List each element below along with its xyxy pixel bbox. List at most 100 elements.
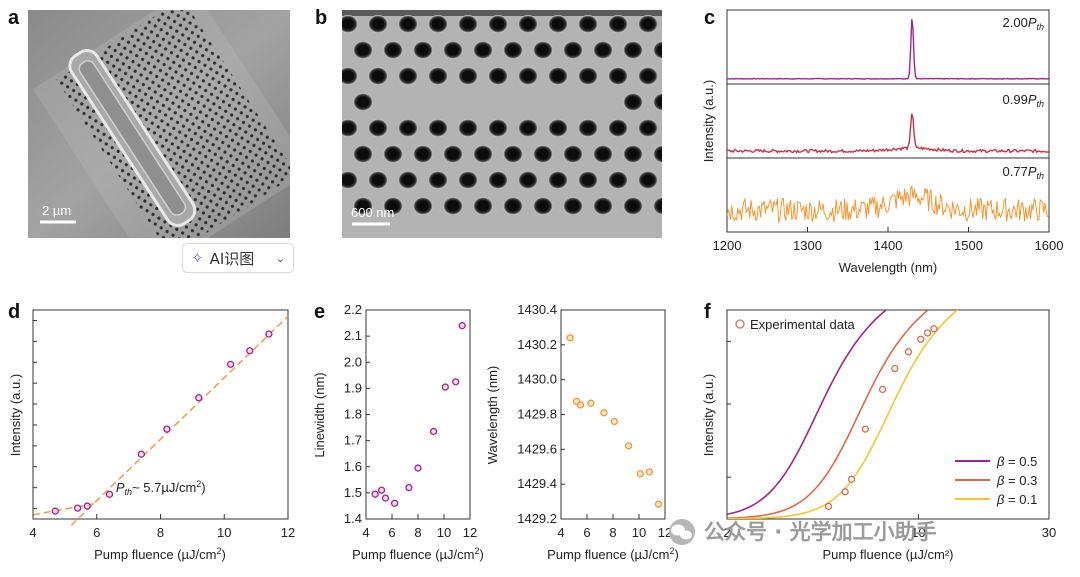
photonic-hole — [683, 197, 703, 215]
data-point — [458, 322, 466, 330]
threshold-label: Pth~ 5.7µJ/cm2) — [116, 479, 206, 497]
ylabel-c: Intensity (a.u.) — [701, 80, 716, 162]
photonic-hole — [398, 15, 418, 33]
panel-label-d: d — [8, 301, 20, 323]
model-curve — [727, 310, 959, 519]
photonic-hole — [548, 171, 568, 189]
photonic-hole — [518, 67, 538, 85]
photonic-hole — [668, 119, 688, 137]
photonic-hole — [578, 171, 598, 189]
data-point — [600, 409, 608, 417]
photonic-hole — [458, 67, 478, 85]
photonic-hole — [353, 145, 373, 163]
photonic-hole — [488, 119, 508, 137]
photonic-hole — [563, 145, 583, 163]
x-tick-label: 12 — [281, 525, 295, 540]
photonic-hole — [533, 145, 553, 163]
y-tick-label: 1430.4 — [517, 302, 557, 317]
xlabel-e1: Pump fluence (µJ/cm2) — [352, 546, 484, 562]
photonic-hole — [488, 15, 508, 33]
data-point — [917, 335, 925, 343]
photonic-hole — [413, 197, 433, 215]
panel-e: e 4 6 8 10 12 1.4 1.5 1.6 1.7 1.8 1.9 2.0 2.1 2.2 4 6 8… — [312, 301, 679, 562]
photonic-hole — [668, 171, 688, 189]
x-tick-label: 4 — [557, 525, 564, 540]
photonic-hole — [548, 67, 568, 85]
data-point — [371, 490, 379, 498]
y-tick-label: 1.5 — [344, 485, 362, 500]
photonic-hole — [383, 197, 403, 215]
x-tick-label: 4 — [362, 525, 369, 540]
photonic-hole — [383, 41, 403, 59]
data-point — [891, 364, 899, 373]
photonic-hole — [503, 145, 523, 163]
legend-marker — [735, 319, 745, 329]
data-point — [105, 490, 114, 498]
x-tick-label: 1500 — [954, 238, 983, 253]
data-point — [441, 383, 449, 391]
sparkle-icon: ✧ — [191, 249, 204, 267]
data-point — [624, 442, 633, 450]
photonic-hole — [458, 171, 478, 189]
data-point — [414, 464, 422, 472]
watermark: 公众号 · 光学加工小助手 — [669, 519, 937, 545]
data-point — [265, 330, 273, 338]
x-tick-label: 6 — [388, 525, 395, 540]
data-point — [930, 325, 938, 333]
photonic-hole — [683, 41, 703, 59]
photonic-hole — [428, 15, 448, 33]
panel-d: d 4 6 8 10 12 Pth~ 5.7µJ/cm2) Pump fluence (µ… — [8, 301, 295, 562]
axes-frame-f — [726, 309, 1050, 520]
data-point — [377, 486, 386, 494]
model-curve — [727, 310, 930, 519]
y-tick-label: 1429.6 — [517, 441, 557, 456]
photonic-hole — [548, 15, 568, 33]
photonic-hole — [518, 119, 538, 137]
photonic-hole — [563, 197, 583, 215]
data-point — [405, 483, 413, 492]
photonic-hole — [342, 15, 358, 33]
x-tick-label: 1300 — [793, 238, 822, 253]
x-tick-label: 8 — [609, 525, 616, 540]
photonic-hole — [533, 41, 553, 59]
model-curve — [727, 310, 888, 516]
spectrum-trace — [727, 19, 1049, 80]
photonic-hole — [503, 41, 523, 59]
photonic-hole — [443, 197, 463, 215]
photonic-hole — [683, 93, 703, 111]
y-tick-label: 2.2 — [344, 302, 362, 317]
photonic-hole — [533, 197, 553, 215]
photonic-hole — [473, 41, 493, 59]
watermark-text: 公众号 · 光学加工小助手 — [704, 520, 937, 544]
sem-image-b: 600 nm — [342, 10, 703, 238]
data-point — [645, 468, 654, 476]
photonic-hole — [638, 171, 658, 189]
panel-a: a 2 µm — [8, 7, 290, 238]
photonic-hole — [342, 119, 358, 137]
photonic-hole — [383, 145, 403, 163]
photonic-hole — [593, 197, 613, 215]
photonic-hole — [428, 171, 448, 189]
photonic-hole — [443, 41, 463, 59]
photonic-hole — [638, 67, 658, 85]
ai-image-button[interactable]: ✧ AI识图 ⌄ — [182, 243, 294, 273]
wechat-icon — [669, 519, 695, 545]
photonic-hole — [458, 119, 478, 137]
xlabel-e2: Pump fluence (µJ/cm2) — [547, 546, 679, 562]
x-tick-label: 10 — [632, 525, 646, 540]
data-point — [576, 401, 585, 409]
data-point — [878, 385, 887, 394]
y-tick-label: 1430.0 — [517, 372, 557, 387]
scale-bar-label-b: 600 nm — [351, 205, 394, 220]
photonic-hole — [623, 197, 643, 215]
photonic-hole — [342, 150, 343, 158]
data-point — [923, 329, 932, 337]
panel-label-a: a — [8, 7, 20, 29]
photonic-hole — [473, 197, 493, 215]
photonic-hole — [593, 145, 613, 163]
photonic-hole — [518, 15, 538, 33]
photonic-hole — [608, 15, 628, 33]
data-point — [137, 450, 146, 458]
sem-image-a: 2 µm — [28, 10, 290, 238]
panel-b: b 600 nm — [315, 7, 703, 238]
